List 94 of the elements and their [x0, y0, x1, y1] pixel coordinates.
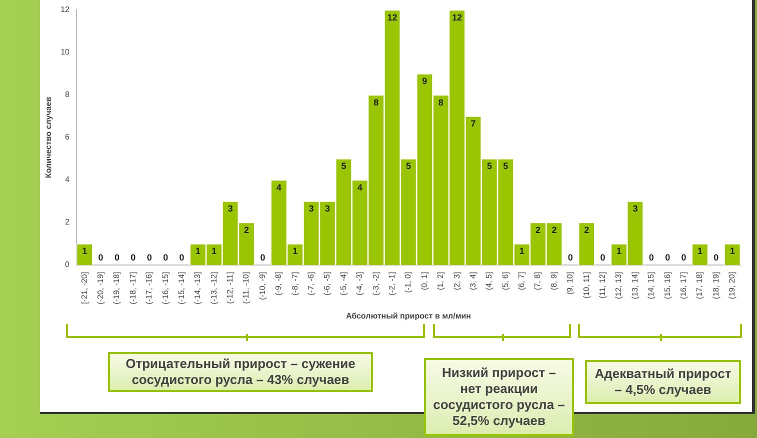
text: Адекватный прирост – 4,5% случаев	[585, 360, 741, 404]
x-tick-label: (-7, -6]	[306, 272, 316, 296]
data-label: 1	[82, 246, 88, 256]
data-label: 5	[341, 161, 346, 172]
data-label: 3	[324, 204, 330, 214]
data-label: 0	[665, 252, 670, 262]
data-label: 0	[568, 252, 573, 262]
text: Отрицательный прирост – сужение сосудистого русла – 43% случаев	[108, 352, 373, 392]
x-tick-label: (-13, -12]	[209, 272, 218, 304]
y-tick-label: 12	[60, 5, 70, 14]
x-tick-label: (-10, -9]	[258, 272, 267, 300]
data-label: 12	[387, 12, 398, 22]
x-tick-label: (0, 1]	[420, 272, 429, 290]
x-tick-label: (2, 3]	[452, 272, 462, 290]
x-tick-label: (-5, -4]	[338, 272, 348, 296]
data-label: 2	[584, 224, 590, 235]
x-tick-label: (12, 13]	[614, 272, 624, 300]
data-label: 8	[438, 97, 444, 108]
data-label: 9	[422, 76, 428, 86]
x-tick-label: (-15, -14]	[176, 272, 186, 304]
x-tick-label: (16, 17]	[678, 272, 688, 300]
data-label: 0	[648, 252, 654, 262]
data-label: 3	[632, 204, 638, 214]
y-tick-label: 0	[65, 260, 70, 270]
y-axis-title: Количество случаев	[44, 96, 54, 178]
data-label: 5	[486, 161, 492, 172]
x-tick-label: (-6, -5]	[322, 272, 332, 296]
y-tick-label: 8	[65, 90, 70, 100]
x-tick-label: (17, 18]	[695, 272, 704, 300]
x-tick-label: (-8, -7]	[290, 272, 300, 296]
y-tick-label: 6	[65, 132, 70, 142]
data-label: 8	[374, 97, 379, 108]
data-label: 0	[681, 252, 686, 262]
x-axis-title: Абсолютный прирост в мл/мин	[346, 311, 472, 320]
data-label: 5	[406, 161, 411, 172]
data-label: 2	[552, 224, 557, 235]
x-tick-label: (14, 15]	[646, 272, 656, 300]
text: Низкий прирост – нет реакции сосудистого русла – 52,5% случаев	[424, 358, 574, 436]
x-tick-label: (-12, -11]	[226, 272, 235, 304]
x-tick-label: (11, 12]	[598, 272, 608, 298]
x-tick-label: (-4, -3]	[355, 272, 364, 296]
y-tick-label: 2	[65, 218, 70, 227]
x-tick-label: (-11, -10]	[242, 272, 251, 304]
y-tick-label: 10	[60, 48, 70, 57]
x-tick-label: (15, 16]	[662, 272, 672, 300]
data-label: 0	[260, 252, 266, 262]
x-tick-label: (9, 10]	[566, 272, 575, 295]
data-label: 0	[179, 252, 184, 262]
data-label: 1	[616, 246, 622, 256]
data-label: 12	[452, 12, 462, 22]
x-tick-label: (-17, -16]	[144, 272, 154, 304]
data-label: 2	[244, 224, 250, 235]
data-label: 7	[470, 118, 476, 129]
x-tick-label: (3, 4]	[468, 272, 478, 290]
x-tick-label: (1, 2]	[436, 272, 446, 290]
data-label: 1	[292, 246, 298, 256]
data-label: 5	[503, 161, 508, 172]
x-tick-label: (18, 19]	[711, 272, 720, 300]
x-tick-label: (4, 5]	[484, 272, 494, 290]
data-label: 0	[114, 252, 120, 262]
data-label: 4	[357, 182, 362, 192]
x-tick-label: (-3, -2]	[371, 272, 380, 296]
data-label: 0	[98, 252, 104, 262]
data-label: 0	[163, 252, 168, 262]
x-tick-label: (-9, -8]	[274, 272, 284, 296]
data-label: 1	[730, 246, 735, 256]
data-label: 0	[600, 252, 606, 262]
x-tick-label: [-21, -20]	[80, 272, 89, 304]
y-tick-label: 4	[65, 175, 70, 184]
data-label: 3	[228, 204, 233, 214]
data-label: 1	[212, 246, 217, 256]
data-label: 0	[130, 252, 136, 262]
x-tick-label: (13, 14]	[630, 272, 640, 300]
x-tick-label: (-16, -15]	[160, 272, 170, 304]
data-label: 1	[519, 246, 524, 256]
data-label: 2	[536, 224, 541, 235]
x-tick-label: (6, 7]	[517, 272, 526, 290]
data-label: 0	[714, 252, 719, 262]
x-tick-label: (8, 9]	[549, 272, 558, 290]
x-tick-label: (5, 6]	[500, 272, 510, 290]
data-label: 0	[146, 252, 152, 262]
x-tick-label: (10, 11]	[582, 272, 591, 298]
x-tick-label: (19, 20]	[728, 272, 737, 300]
x-tick-label: (-2, -1]	[387, 272, 396, 296]
data-label: 1	[195, 246, 200, 256]
x-tick-label: (-14, -13]	[193, 272, 202, 304]
x-tick-label: (-19, -18]	[112, 272, 122, 304]
data-label: 3	[308, 204, 314, 214]
data-label: 4	[276, 182, 282, 192]
x-tick-label: (-20, -19]	[96, 272, 105, 304]
data-label: 1	[697, 246, 702, 256]
x-tick-label: (-1, 0]	[404, 272, 413, 293]
x-tick-label: (7, 8]	[533, 272, 542, 290]
x-tick-label: (-18, -17]	[128, 272, 138, 304]
